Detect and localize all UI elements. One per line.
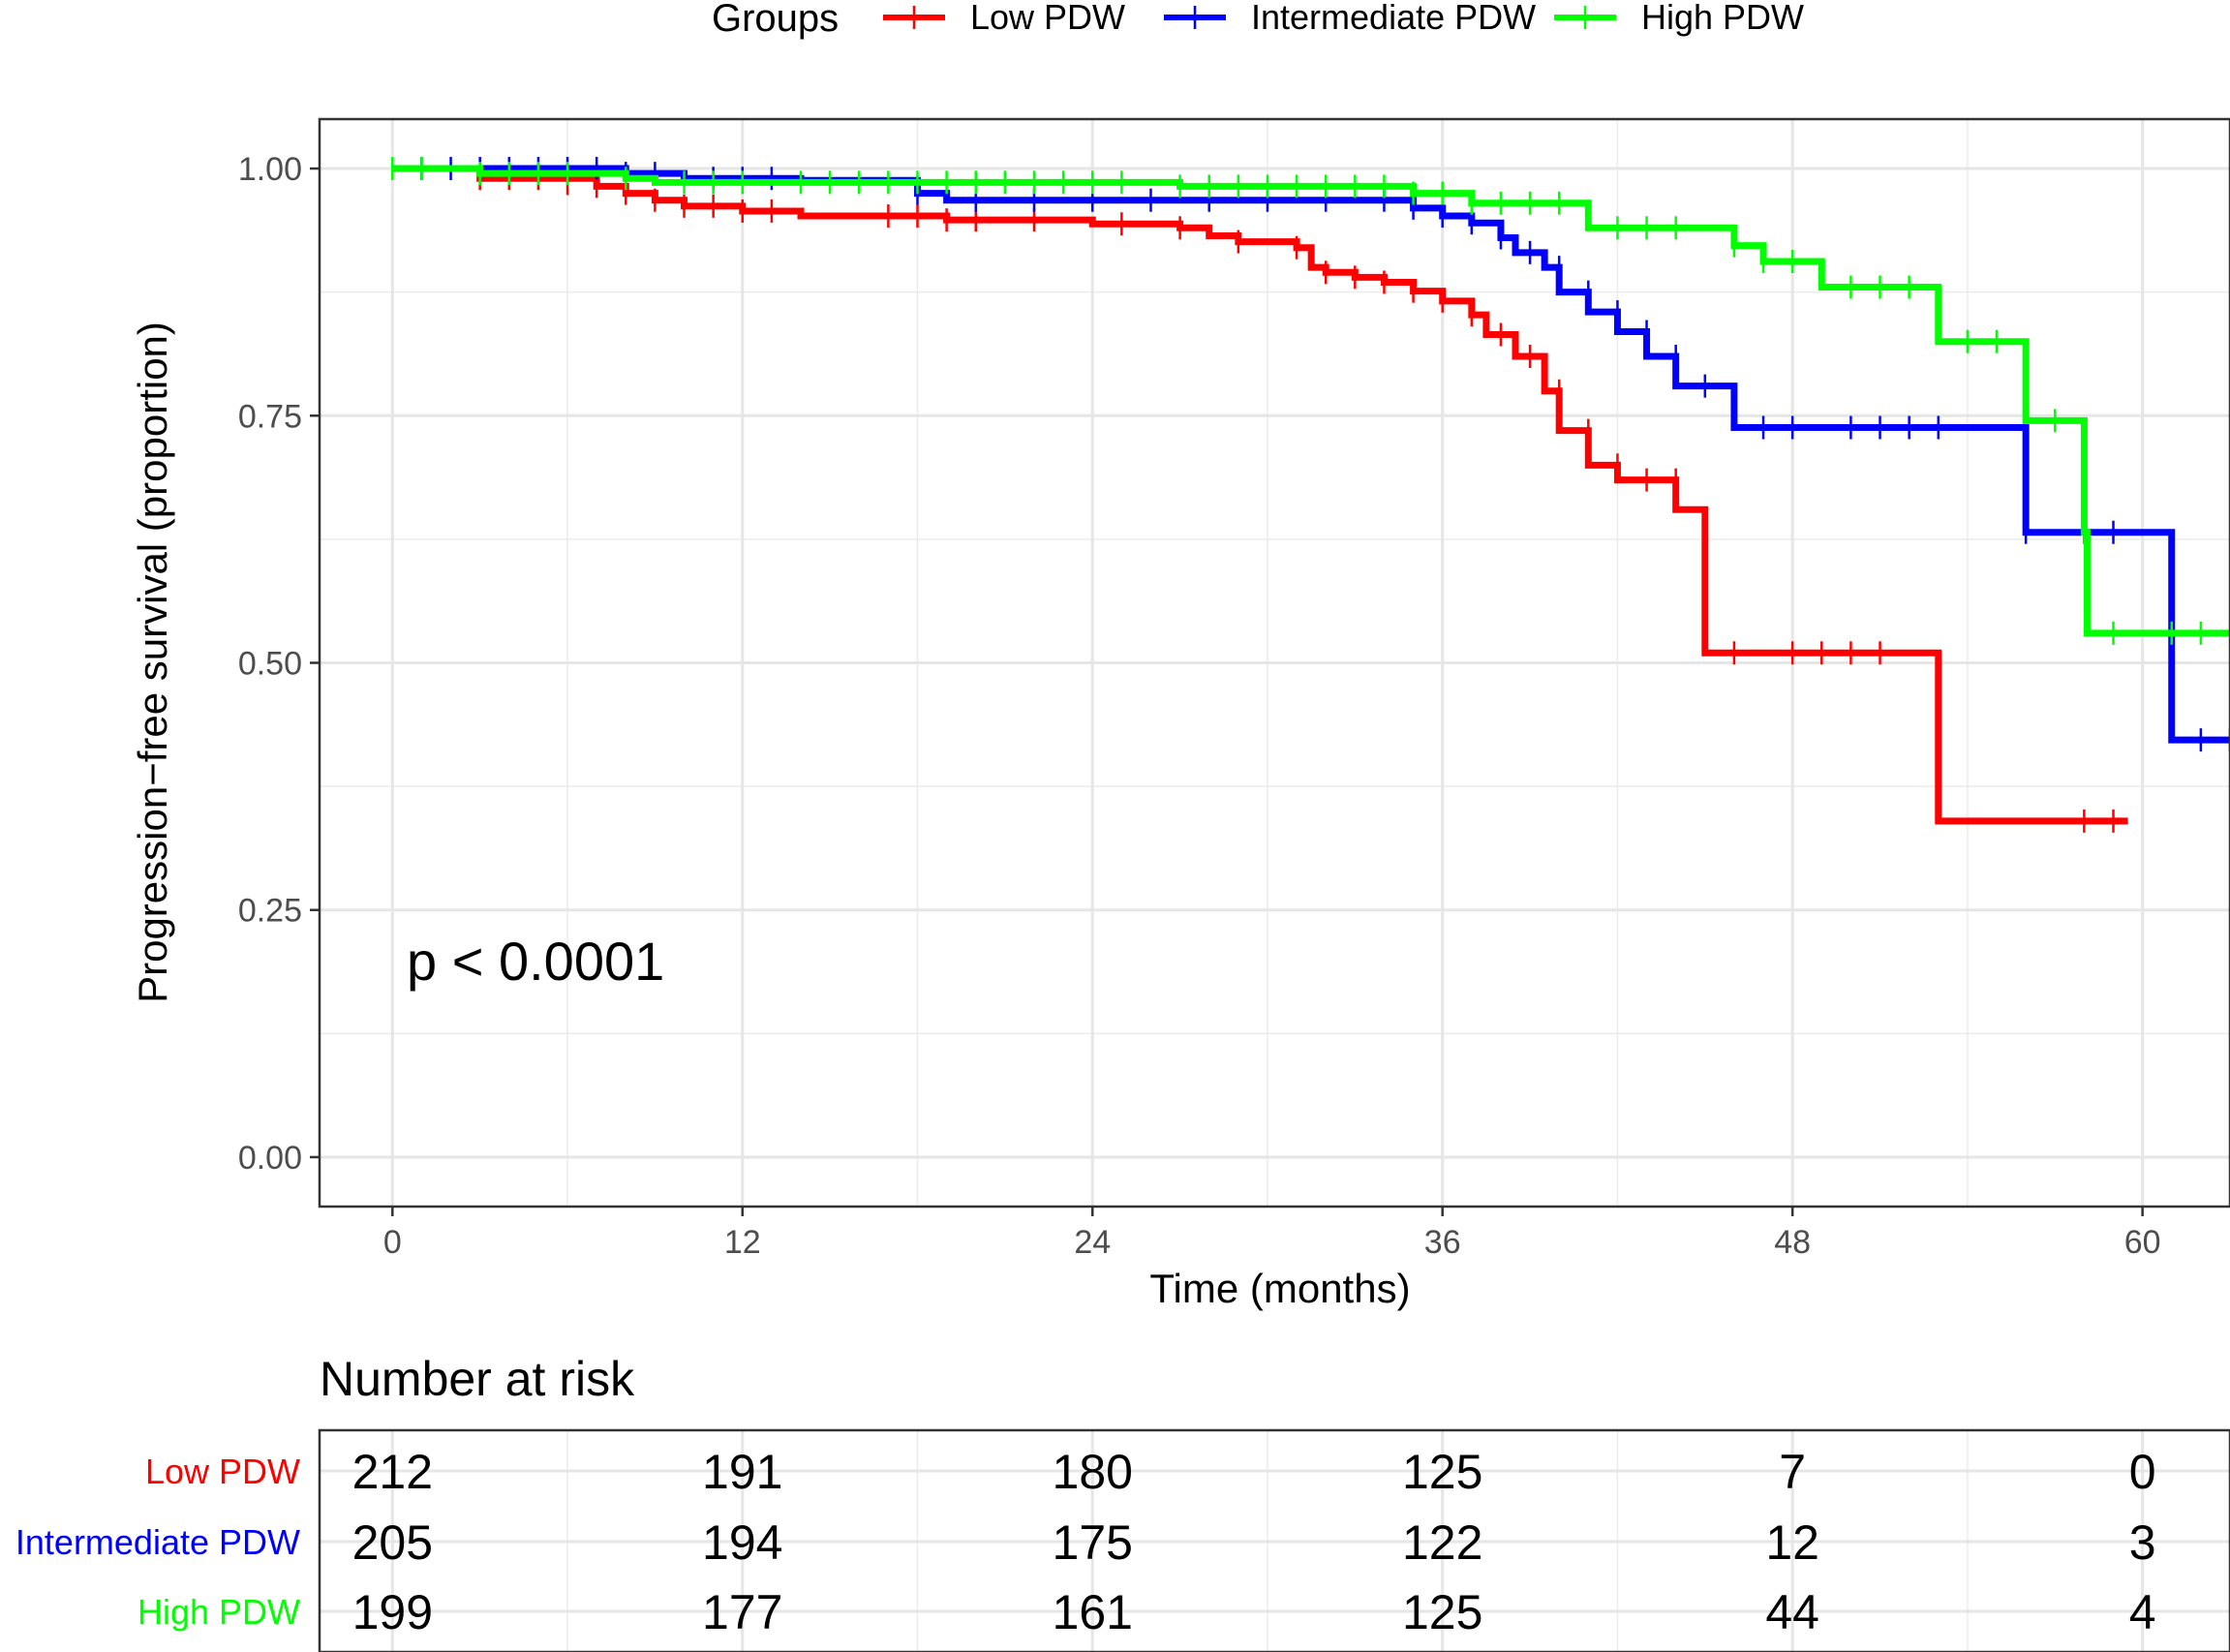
risk-table: Number at risk Low PDW 212 191 180 125 7 0Inte… [15,1352,2230,1652]
risk-count: 3 [2129,1515,2156,1570]
risk-count: 205 [352,1515,433,1570]
legend-item: Low PDW [883,0,1125,37]
risk-count: 199 [352,1585,433,1639]
legend-title: Groups [712,0,839,40]
risk-count: 175 [1053,1515,1133,1570]
y-tick-label: 0.75 [238,398,302,435]
x-tick-label: 60 [2124,1224,2161,1261]
risk-table-title: Number at risk [320,1352,635,1406]
legend: Groups Low PDW Intermediate PDW High PDW [712,0,1804,40]
x-tick-label: 24 [1074,1224,1111,1261]
risk-count: 180 [1053,1445,1133,1499]
y-axis-title: Progression−free survival (proportion) [130,321,175,1003]
y-tick-label: 0.50 [238,646,302,683]
risk-count: 191 [702,1445,782,1499]
risk-row: Low PDW 212 191 180 125 7 0 [145,1445,2156,1499]
survival-curves [391,157,2230,833]
x-tick-label: 36 [1424,1224,1461,1261]
x-axis-title: Time (months) [1149,1266,1410,1311]
risk-count: 12 [1765,1515,1819,1570]
x-tick-label: 0 [383,1224,402,1261]
risk-count: 125 [1402,1445,1482,1499]
risk-row: High PDW 199 177 161 125 44 4 [137,1585,2156,1639]
x-tick-label: 48 [1774,1224,1811,1261]
risk-count: 161 [1053,1585,1133,1639]
axis-ticks: 0 12 24 36 48 60 0.00 0.25 0.50 0.75 1.00 [238,151,2161,1261]
risk-count: 44 [1765,1585,1819,1639]
risk-count: 194 [702,1515,782,1570]
risk-count: 4 [2129,1585,2156,1639]
legend-item: High PDW [1554,0,1804,37]
legend-label: Low PDW [970,0,1125,37]
y-tick-label: 0.25 [238,893,302,930]
risk-count: 125 [1402,1585,1482,1639]
risk-row-label: Low PDW [145,1452,300,1491]
series-low-pdw [392,165,2128,833]
grid [320,119,2230,1207]
risk-count: 177 [702,1585,782,1639]
risk-count: 7 [1779,1445,1806,1499]
survival-step-line [392,165,2230,637]
legend-label: High PDW [1641,0,1804,37]
risk-count: 122 [1402,1515,1482,1570]
risk-row: Intermediate PDW 205 194 175 122 12 3 [15,1515,2156,1570]
y-tick-label: 0.00 [238,1140,302,1177]
survival-step-line [392,165,2128,825]
p-value-annotation: p < 0.0001 [407,931,664,992]
risk-count: 212 [352,1445,433,1499]
legend-item: Intermediate PDW [1164,0,1536,37]
risk-count: 0 [2129,1445,2156,1499]
legend-label: Intermediate PDW [1251,0,1536,37]
risk-row-label: High PDW [137,1592,300,1632]
series-high-pdw [391,157,2230,645]
x-tick-label: 12 [724,1224,761,1261]
risk-table-border [318,1428,2230,1652]
y-tick-label: 1.00 [238,151,302,188]
risk-row-label: Intermediate PDW [15,1522,300,1562]
